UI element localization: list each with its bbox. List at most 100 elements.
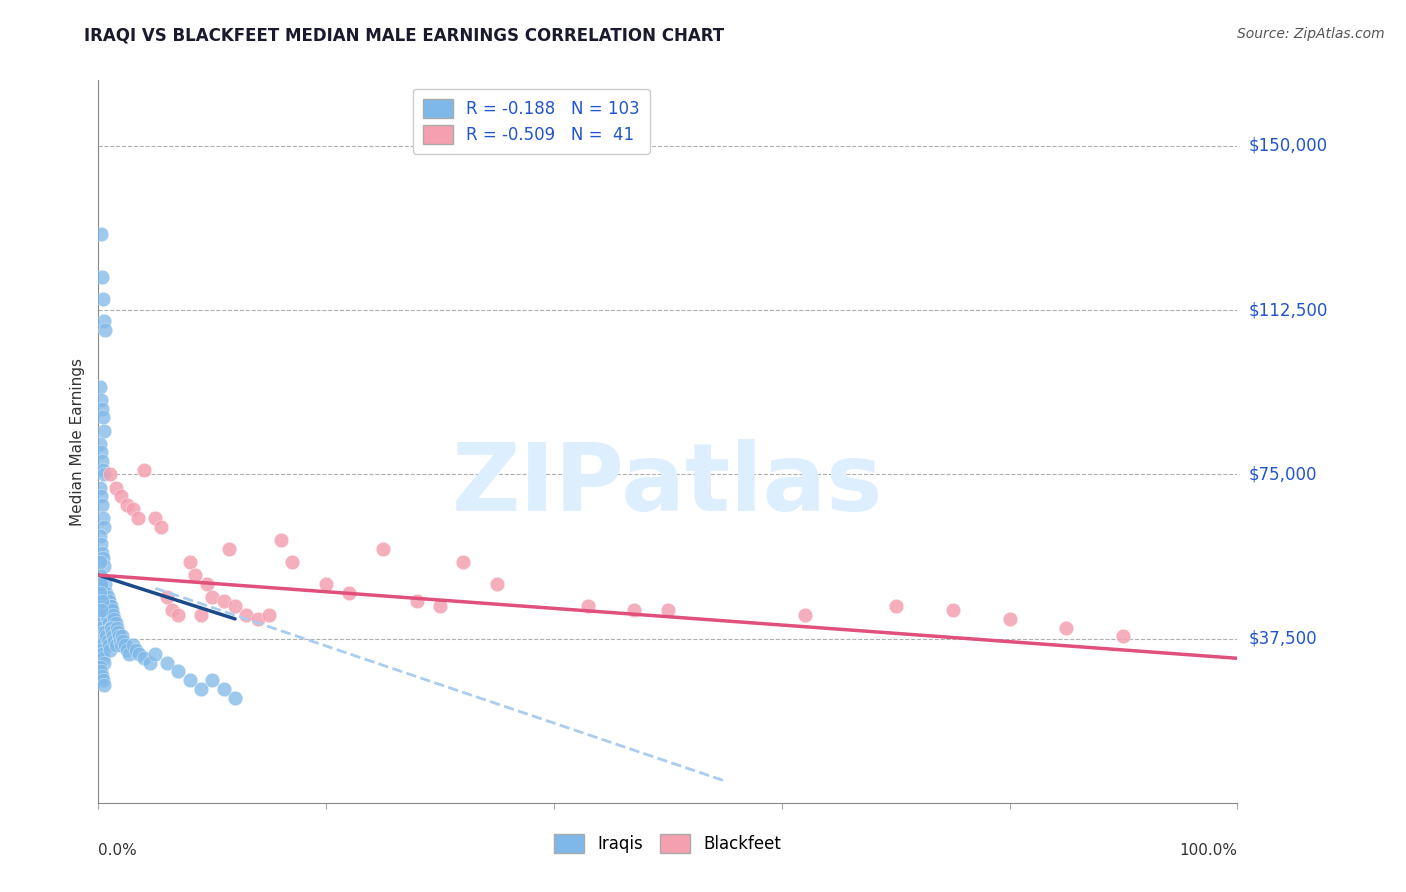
Point — [90, 577, 112, 591]
Point — [93, 520, 115, 534]
Point — [110, 638, 132, 652]
Point — [91, 410, 114, 425]
Point — [90, 401, 112, 416]
Point — [89, 481, 111, 495]
Point — [90, 642, 112, 657]
Text: ZIPatlas: ZIPatlas — [453, 439, 883, 531]
Point — [246, 612, 269, 626]
Point — [90, 445, 112, 459]
Point — [128, 647, 150, 661]
Point — [259, 607, 281, 622]
Point — [97, 616, 120, 631]
Point — [224, 690, 246, 705]
Point — [93, 656, 115, 670]
Point — [115, 498, 138, 512]
Point — [89, 568, 111, 582]
Point — [576, 599, 599, 613]
Point — [132, 463, 155, 477]
Point — [93, 590, 115, 604]
Point — [103, 612, 125, 626]
Point — [167, 665, 190, 679]
Point — [108, 629, 131, 643]
Text: $112,500: $112,500 — [1249, 301, 1327, 319]
Point — [201, 673, 224, 688]
Point — [337, 585, 360, 599]
Point — [121, 502, 143, 516]
Point — [190, 607, 212, 622]
Point — [89, 555, 111, 569]
Point — [104, 616, 127, 631]
Point — [91, 651, 114, 665]
Point — [96, 585, 118, 599]
Point — [1112, 629, 1135, 643]
Point — [93, 559, 115, 574]
Point — [89, 660, 111, 674]
Point — [107, 625, 129, 640]
Point — [942, 603, 965, 617]
Point — [90, 581, 112, 595]
Point — [145, 647, 167, 661]
Point — [90, 489, 112, 503]
Point — [89, 594, 111, 608]
Point — [97, 594, 120, 608]
Point — [90, 621, 112, 635]
Point — [105, 621, 128, 635]
Point — [371, 541, 394, 556]
Point — [224, 599, 246, 613]
Point — [201, 590, 224, 604]
Point — [112, 633, 135, 648]
Point — [270, 533, 292, 547]
Point — [451, 555, 474, 569]
Point — [96, 629, 118, 643]
Point — [114, 638, 136, 652]
Point — [429, 599, 451, 613]
Point — [90, 270, 112, 285]
Point — [115, 642, 138, 657]
Point — [90, 647, 112, 661]
Point — [1054, 621, 1078, 635]
Point — [93, 467, 115, 482]
Point — [96, 633, 118, 648]
Point — [127, 511, 149, 525]
Text: IRAQI VS BLACKFEET MEDIAN MALE EARNINGS CORRELATION CHART: IRAQI VS BLACKFEET MEDIAN MALE EARNINGS … — [84, 27, 724, 45]
Point — [89, 638, 111, 652]
Point — [93, 424, 115, 438]
Point — [98, 599, 121, 613]
Point — [110, 489, 132, 503]
Point — [104, 638, 127, 652]
Point — [93, 612, 115, 626]
Point — [98, 621, 121, 635]
Point — [657, 603, 679, 617]
Point — [118, 647, 141, 661]
Point — [281, 555, 304, 569]
Point — [103, 607, 125, 622]
Point — [90, 665, 112, 679]
Point — [96, 612, 118, 626]
Point — [90, 577, 112, 591]
Point — [90, 537, 112, 551]
Text: $37,500: $37,500 — [1249, 630, 1317, 648]
Point — [90, 392, 112, 407]
Point — [90, 546, 112, 560]
Point — [89, 436, 111, 450]
Point — [184, 568, 207, 582]
Point — [104, 481, 127, 495]
Point — [100, 599, 122, 613]
Point — [91, 463, 114, 477]
Point — [101, 625, 124, 640]
Point — [98, 467, 121, 482]
Point — [89, 585, 111, 599]
Point — [93, 314, 115, 328]
Point — [93, 633, 115, 648]
Text: $150,000: $150,000 — [1249, 137, 1327, 155]
Point — [884, 599, 907, 613]
Point — [90, 603, 112, 617]
Point — [91, 511, 114, 525]
Point — [156, 590, 179, 604]
Point — [91, 550, 114, 565]
Legend: Iraqis, Blackfeet: Iraqis, Blackfeet — [548, 827, 787, 860]
Point — [150, 520, 173, 534]
Point — [111, 629, 134, 643]
Point — [89, 380, 111, 394]
Text: Source: ZipAtlas.com: Source: ZipAtlas.com — [1237, 27, 1385, 41]
